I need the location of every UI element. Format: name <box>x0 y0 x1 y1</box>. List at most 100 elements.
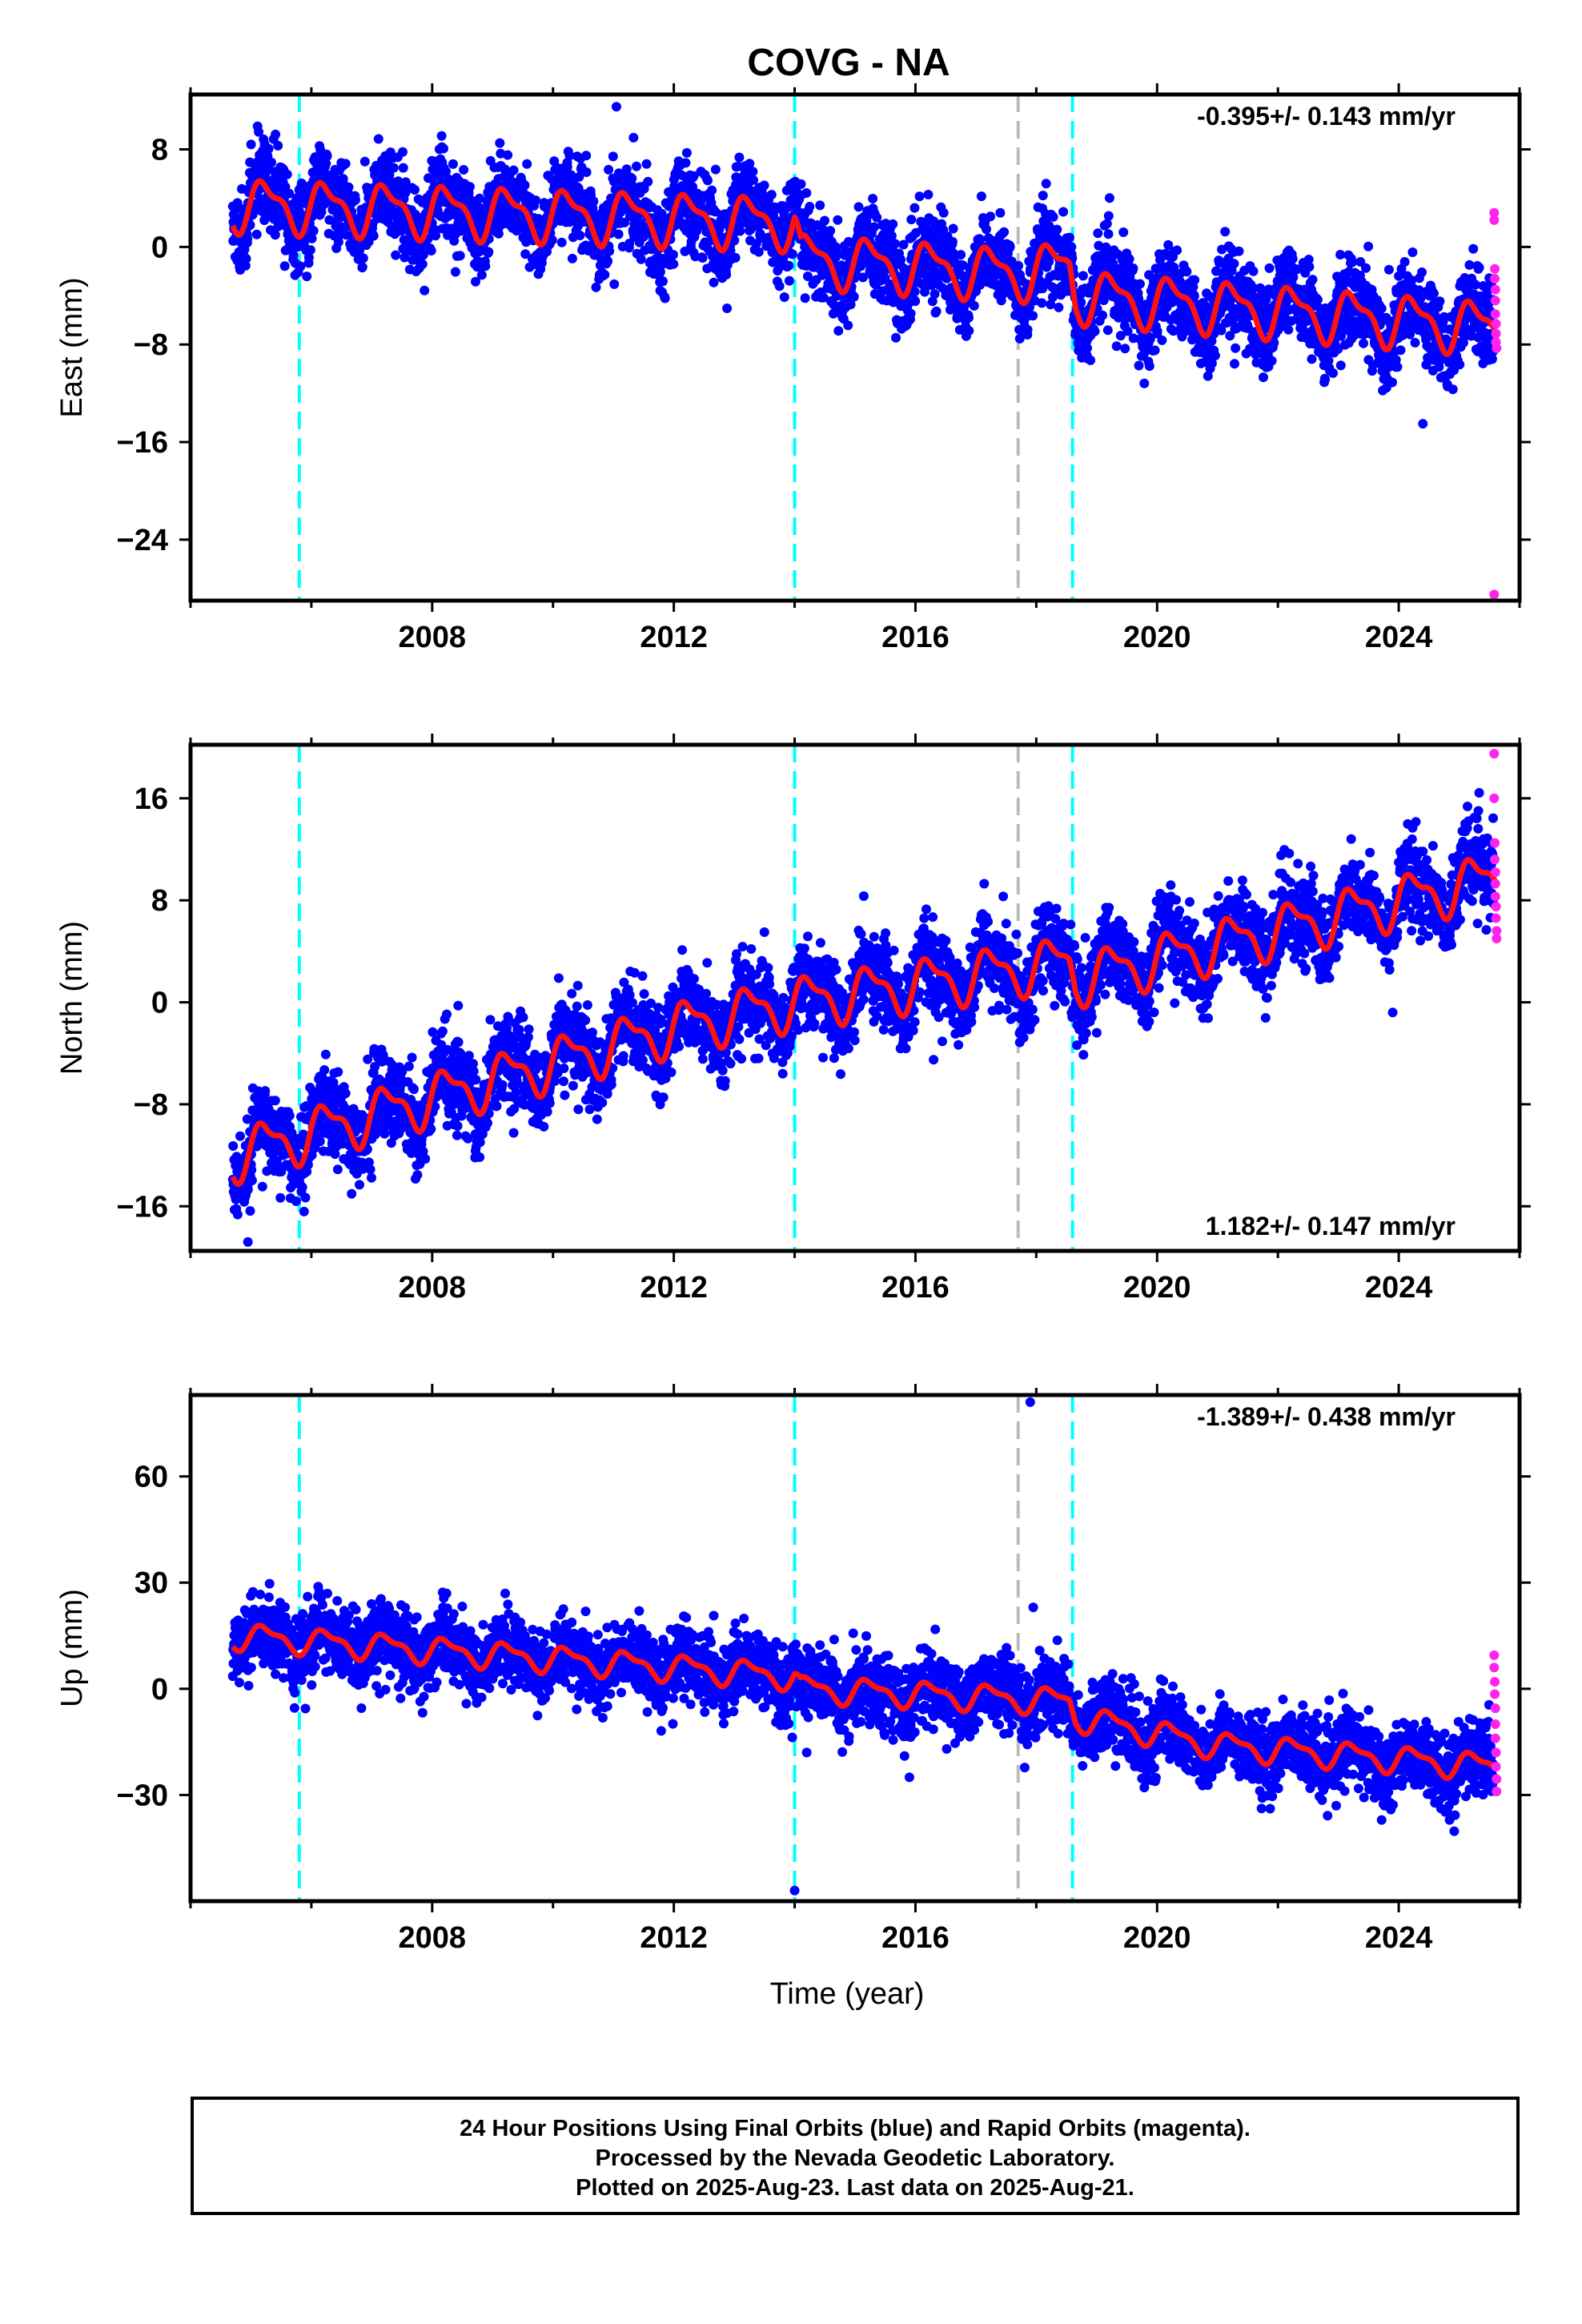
final-point <box>869 222 879 232</box>
final-point <box>800 293 810 304</box>
final-point <box>232 1209 243 1220</box>
final-point <box>1248 266 1259 276</box>
x-tick-label: 2024 <box>1365 621 1433 654</box>
final-point <box>1037 298 1047 308</box>
final-point <box>1417 267 1427 277</box>
rapid-point <box>1492 343 1502 353</box>
final-point <box>581 151 592 161</box>
final-point <box>420 285 430 296</box>
final-point <box>484 247 494 257</box>
final-point <box>721 270 732 279</box>
final-point <box>1307 275 1318 285</box>
final-point <box>1383 264 1394 275</box>
final-point <box>849 292 859 302</box>
final-point <box>1108 259 1118 269</box>
final-point <box>1190 275 1200 285</box>
final-point <box>613 229 624 239</box>
x-tick-label: 2020 <box>1123 621 1191 654</box>
final-point <box>247 1176 257 1185</box>
rapid-point <box>1491 319 1501 329</box>
final-point <box>1259 372 1268 383</box>
final-point <box>681 147 692 158</box>
final-point <box>853 202 864 212</box>
final-point <box>464 182 475 192</box>
final-point <box>1264 263 1275 273</box>
final-point <box>628 132 639 143</box>
final-point <box>581 167 592 177</box>
final-point <box>359 156 370 167</box>
final-point <box>448 159 458 169</box>
final-point <box>603 256 613 267</box>
final-point <box>270 1096 280 1106</box>
final-point <box>567 253 577 263</box>
final-point <box>241 254 251 263</box>
final-point <box>476 270 487 280</box>
final-point <box>296 178 307 188</box>
final-point <box>357 262 367 272</box>
final-point <box>322 151 332 161</box>
final-point <box>588 196 599 207</box>
final-point <box>260 1086 271 1096</box>
final-point <box>947 236 958 247</box>
final-point <box>299 1206 309 1216</box>
final-point <box>1376 304 1387 314</box>
final-point <box>1468 243 1479 254</box>
final-point <box>237 183 247 194</box>
final-point <box>1058 207 1069 217</box>
final-point <box>948 223 958 234</box>
final-point <box>660 293 670 304</box>
final-point <box>291 1196 301 1206</box>
final-point <box>1098 310 1107 320</box>
final-point <box>275 1192 286 1203</box>
final-point <box>245 157 255 167</box>
final-point <box>608 151 618 162</box>
final-point <box>643 176 653 187</box>
final-point <box>284 1111 295 1121</box>
final-point <box>825 226 836 236</box>
final-point <box>1120 344 1130 354</box>
final-point <box>1144 361 1154 372</box>
final-point <box>1455 360 1465 370</box>
final-point <box>995 207 1006 218</box>
final-point <box>982 224 991 235</box>
rapid-point <box>1490 296 1500 306</box>
final-point <box>905 308 916 319</box>
final-point <box>1152 326 1162 336</box>
final-point <box>1347 257 1358 267</box>
final-point <box>805 202 815 211</box>
final-point <box>1082 343 1092 353</box>
final-point <box>400 177 411 187</box>
final-point <box>340 159 351 169</box>
final-point <box>964 312 974 323</box>
final-point <box>655 267 665 277</box>
velocity-label: -0.395+/- 0.143 mm/yr <box>1197 102 1456 131</box>
final-point <box>1320 374 1331 384</box>
final-point <box>1103 211 1114 221</box>
final-point <box>1474 263 1484 273</box>
final-point <box>681 158 691 168</box>
final-point <box>508 165 519 175</box>
final-point <box>735 226 745 236</box>
final-point <box>999 227 1010 237</box>
final-point <box>641 159 652 169</box>
final-point <box>1428 288 1439 299</box>
final-point <box>986 211 996 222</box>
final-point <box>787 249 797 259</box>
final-point <box>801 188 812 198</box>
final-point <box>343 182 354 192</box>
final-point <box>410 185 420 195</box>
final-point <box>709 277 719 287</box>
final-point <box>418 250 428 260</box>
final-point <box>1078 271 1088 281</box>
final-point <box>400 252 410 263</box>
final-point <box>246 139 256 150</box>
final-point <box>1134 279 1145 289</box>
final-point <box>267 157 276 167</box>
final-point <box>270 230 280 240</box>
final-point <box>914 191 925 202</box>
final-point <box>815 200 825 211</box>
final-point <box>1111 341 1122 352</box>
final-point <box>969 300 979 311</box>
final-point <box>909 203 920 213</box>
